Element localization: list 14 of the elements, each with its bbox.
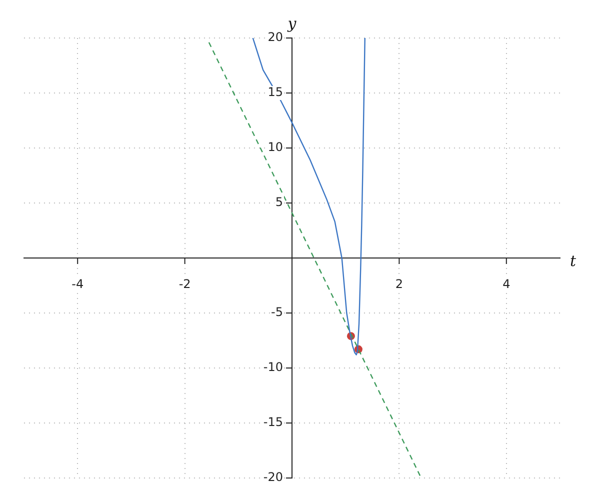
y-axis-title: y — [286, 14, 297, 32]
x-axis-title: t — [570, 252, 577, 270]
y-tick-label: 20 — [268, 30, 283, 44]
y-tick-label: -20 — [263, 470, 283, 484]
y-tick-label: -5 — [271, 305, 283, 320]
x-tick-label: -2 — [178, 277, 191, 292]
x-tick-label: -4 — [72, 277, 84, 292]
y-tick-label: 5 — [275, 195, 283, 210]
y-tick-label: 15 — [268, 85, 283, 100]
y-tick-label: -10 — [263, 360, 283, 374]
y-tick-label: -15 — [263, 415, 283, 430]
x-tick-label: 4 — [502, 277, 510, 292]
y-tick-label: 10 — [268, 140, 283, 154]
x-tick-label: 2 — [395, 277, 404, 292]
